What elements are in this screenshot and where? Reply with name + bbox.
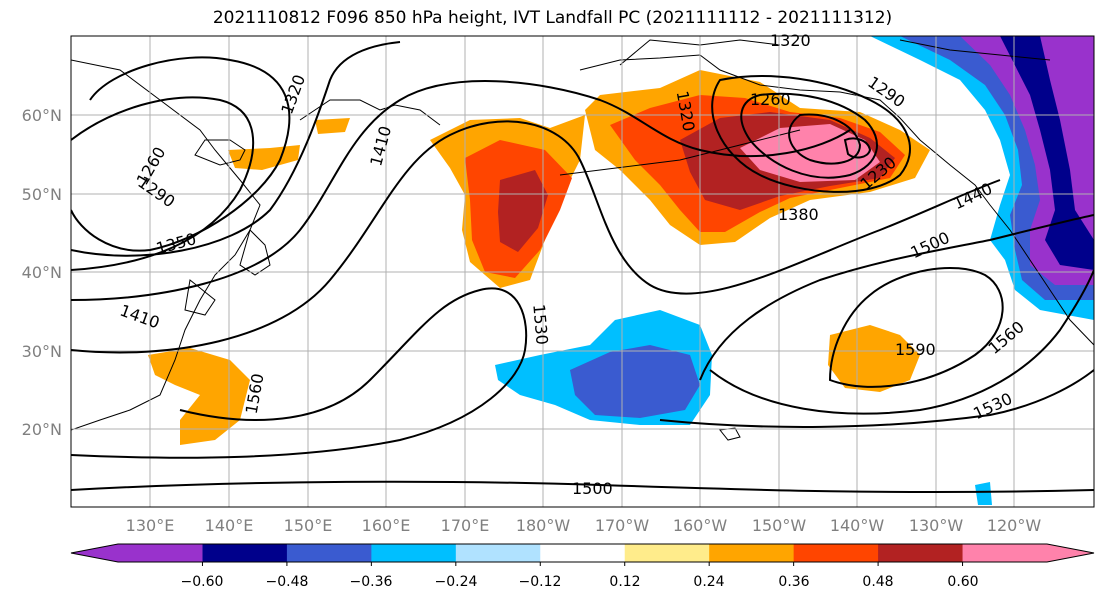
colorbar-extend-high [962, 544, 1094, 562]
colorbar-tick-label: 0.24 [693, 574, 724, 590]
ivt-shading [148, 36, 1094, 505]
lat-label: 20°N [22, 420, 62, 439]
colorbar-swatch [878, 544, 964, 562]
lat-label: 40°N [22, 263, 62, 282]
lon-label: 130°W [909, 516, 964, 535]
lon-label: 150°W [752, 516, 807, 535]
colorbar-swatch [455, 544, 541, 562]
lon-label: 160°W [673, 516, 728, 535]
colorbar-tick-label: −0.48 [266, 574, 309, 590]
height-contours [71, 41, 1094, 494]
contour-label: 1500 [572, 479, 613, 498]
contour-label: 1530 [529, 303, 551, 345]
contour-label: 1320 [770, 31, 811, 50]
colorbar-swatch [793, 544, 879, 562]
colorbar-tick-label: 0.12 [609, 574, 640, 590]
contour-label: 1260 [750, 90, 791, 109]
colorbar-swatch [624, 544, 710, 562]
lat-label: 30°N [22, 342, 62, 361]
colorbar-tick-label: −0.24 [435, 574, 478, 590]
lon-labels: 130°E 140°E 150°E 160°E 170°E 180°W 170°… [126, 516, 1042, 535]
lat-label: 50°N [22, 185, 62, 204]
lon-label: 180°W [516, 516, 571, 535]
colorbar-tick-label: −0.36 [350, 574, 393, 590]
colorbar-tick-label: 0.36 [778, 574, 809, 590]
lon-label: 150°E [284, 516, 333, 535]
contour-label: 1380 [778, 205, 819, 224]
graticule [71, 36, 1094, 507]
contour-label: 1590 [895, 340, 936, 359]
map-title: 2021110812 F096 850 hPa height, IVT Land… [212, 8, 893, 28]
colorbar [70, 543, 1095, 566]
lon-label: 170°E [441, 516, 490, 535]
lat-label: 60°N [22, 106, 62, 125]
colorbar-swatch [286, 544, 372, 562]
colorbar-swatch [540, 544, 626, 562]
colorbar-tick-label: 0.48 [862, 574, 893, 590]
lon-label: 170°W [595, 516, 650, 535]
colorbar-swatch [202, 544, 288, 562]
colorbar-extend-low [71, 544, 203, 562]
map-border [70, 35, 1095, 508]
colorbar-swatch [709, 544, 795, 562]
lon-label: 120°W [987, 516, 1042, 535]
lon-label: 140°W [830, 516, 885, 535]
lon-label: 140°E [205, 516, 254, 535]
lat-labels: 60°N 50°N 40°N 30°N 20°N [22, 106, 62, 439]
colorbar-tick-label: −0.12 [519, 574, 562, 590]
colorbar-outline [70, 543, 1095, 563]
colorbar-tick-labels: −0.60 −0.48 −0.36 −0.24 −0.12 0.12 0.24 … [181, 574, 979, 590]
colorbar-tick-label: 0.60 [947, 574, 978, 590]
colorbar-tick-label: −0.60 [181, 574, 224, 590]
colorbar-swatch [371, 544, 457, 562]
lon-label: 130°E [126, 516, 175, 535]
lon-label: 160°E [362, 516, 411, 535]
